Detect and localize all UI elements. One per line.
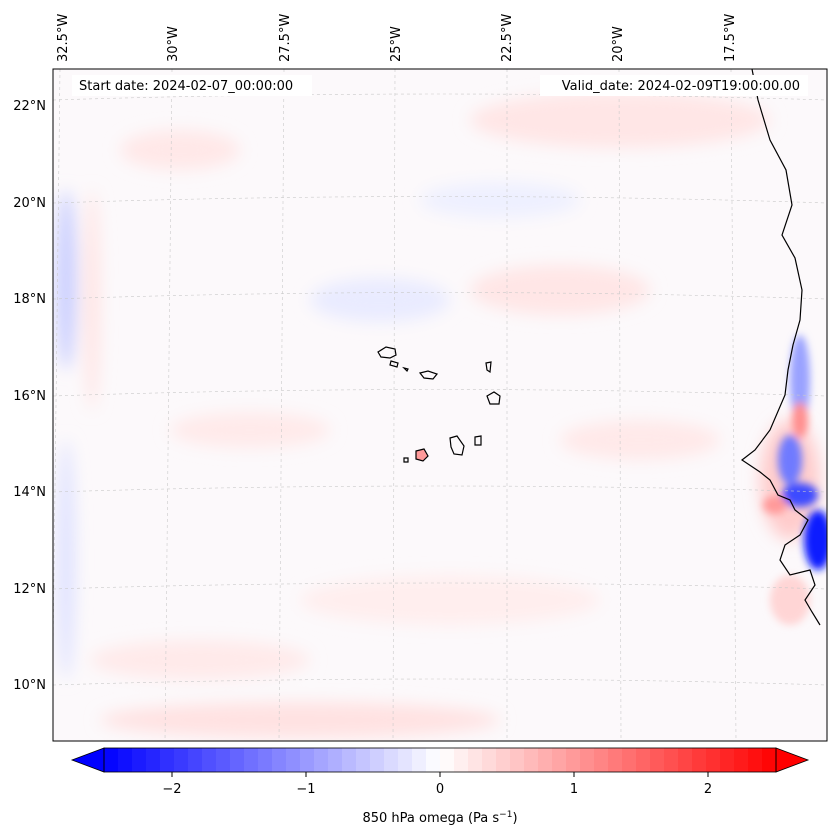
- island-maio: [474, 435, 482, 446]
- colorbar-cell: [356, 748, 371, 772]
- colorbar-cell: [440, 748, 455, 772]
- colorbar-min-extend: [70, 747, 105, 773]
- valid-date-label: Valid_date: 2024-02-09T19:00:00.00: [562, 79, 800, 94]
- colorbar-cell: [594, 748, 609, 772]
- colorbar-cell: [328, 748, 343, 772]
- lon-label: 20°W: [611, 26, 626, 62]
- lat-label: 10°N: [13, 678, 46, 693]
- start-date-box: [72, 75, 312, 96]
- colorbar-tick-label: −2: [162, 782, 181, 797]
- lat-label: 22°N: [13, 99, 46, 114]
- colorbar-cell: [622, 748, 637, 772]
- lat-label: 12°N: [13, 582, 46, 597]
- colorbar-cell: [286, 748, 301, 772]
- lon-label: 17.5°W: [723, 14, 738, 62]
- colorbar-cell: [608, 748, 623, 772]
- colorbar-cell: [580, 748, 595, 772]
- island-santo-antao: [377, 346, 397, 359]
- colorbar-cell: [174, 748, 189, 772]
- colorbar-cell: [160, 748, 175, 772]
- omega-field: [53, 69, 827, 741]
- lat-label: 14°N: [13, 485, 46, 500]
- colorbar-cell: [188, 748, 203, 772]
- island-sao-vicente: [389, 360, 399, 368]
- colorbar-cell: [426, 748, 441, 772]
- island-fogo: [415, 448, 429, 462]
- colorbar-cell: [762, 748, 777, 772]
- colorbar-cell: [202, 748, 217, 772]
- valid-date-box: [540, 75, 808, 96]
- colorbar: −2 −1 0 1 2 850 hPa omega (Pa s−1): [70, 747, 810, 826]
- colorbar-cell: [230, 748, 245, 772]
- latitude-labels: 22°N 20°N 18°N 16°N 14°N 12°N 10°N: [13, 99, 46, 693]
- colorbar-cell: [118, 748, 133, 772]
- colorbar-cell: [468, 748, 483, 772]
- colorbar-cell: [650, 748, 665, 772]
- lon-label: 27.5°W: [278, 14, 293, 62]
- colorbar-cell: [482, 748, 497, 772]
- colorbar-cell: [496, 748, 511, 772]
- colorbar-cell: [132, 748, 147, 772]
- colorbar-cell: [566, 748, 581, 772]
- colorbar-cell: [272, 748, 287, 772]
- colorbar-cell: [552, 748, 567, 772]
- colorbar-cell: [748, 748, 763, 772]
- lat-label: 18°N: [13, 292, 46, 307]
- colorbar-cell: [636, 748, 651, 772]
- colorbar-cell: [510, 748, 525, 772]
- start-date-label: Start date: 2024-02-07_00:00:00: [79, 79, 293, 94]
- lon-label: 25°W: [389, 26, 404, 62]
- lat-label: 16°N: [13, 389, 46, 404]
- lon-label: 22.5°W: [500, 14, 515, 62]
- colorbar-cells: [104, 748, 777, 772]
- coastline: [377, 69, 821, 626]
- colorbar-cell: [216, 748, 231, 772]
- colorbar-cell: [258, 748, 273, 772]
- colorbar-cell: [370, 748, 385, 772]
- colorbar-cell: [146, 748, 161, 772]
- longitude-labels: 32.5°W 30°W 27.5°W 25°W 22.5°W 20°W 17.5…: [56, 14, 738, 62]
- colorbar-cell: [538, 748, 553, 772]
- colorbar-cell: [720, 748, 735, 772]
- colorbar-cell: [524, 748, 539, 772]
- colorbar-cell: [692, 748, 707, 772]
- map-frame: [52, 68, 828, 742]
- colorbar-tick-label: 0: [436, 782, 444, 797]
- colorbar-tick-label: −1: [296, 782, 315, 797]
- colorbar-tick-label: 2: [704, 782, 712, 797]
- lon-label: 30°W: [166, 26, 181, 62]
- colorbar-cell: [104, 748, 119, 772]
- colorbar-cell: [244, 748, 259, 772]
- island-santa-luzia: [402, 366, 409, 373]
- colorbar-cell: [734, 748, 749, 772]
- colorbar-cell: [706, 748, 721, 772]
- colorbar-cell: [664, 748, 679, 772]
- colorbar-label: 850 hPa omega (Pa s−1): [362, 810, 517, 826]
- island-sal: [485, 361, 492, 374]
- colorbar-cell: [454, 748, 469, 772]
- colorbar-cell: [412, 748, 427, 772]
- island-boa-vista: [486, 391, 501, 405]
- island-sao-nicolau: [418, 370, 439, 380]
- colorbar-cell: [678, 748, 693, 772]
- colorbar-max-extend: [775, 747, 810, 773]
- colorbar-cell: [384, 748, 399, 772]
- colorbar-cell: [342, 748, 357, 772]
- lat-label: 20°N: [13, 196, 46, 211]
- island-brava: [403, 457, 409, 463]
- colorbar-cell: [398, 748, 413, 772]
- colorbar-cell: [314, 748, 329, 772]
- lon-label: 32.5°W: [56, 14, 71, 62]
- colorbar-ticks: [171, 772, 709, 777]
- africa-coast: [740, 69, 821, 626]
- island-santiago: [449, 435, 465, 456]
- colorbar-cell: [300, 748, 315, 772]
- colorbar-tick-label: 1: [570, 782, 578, 797]
